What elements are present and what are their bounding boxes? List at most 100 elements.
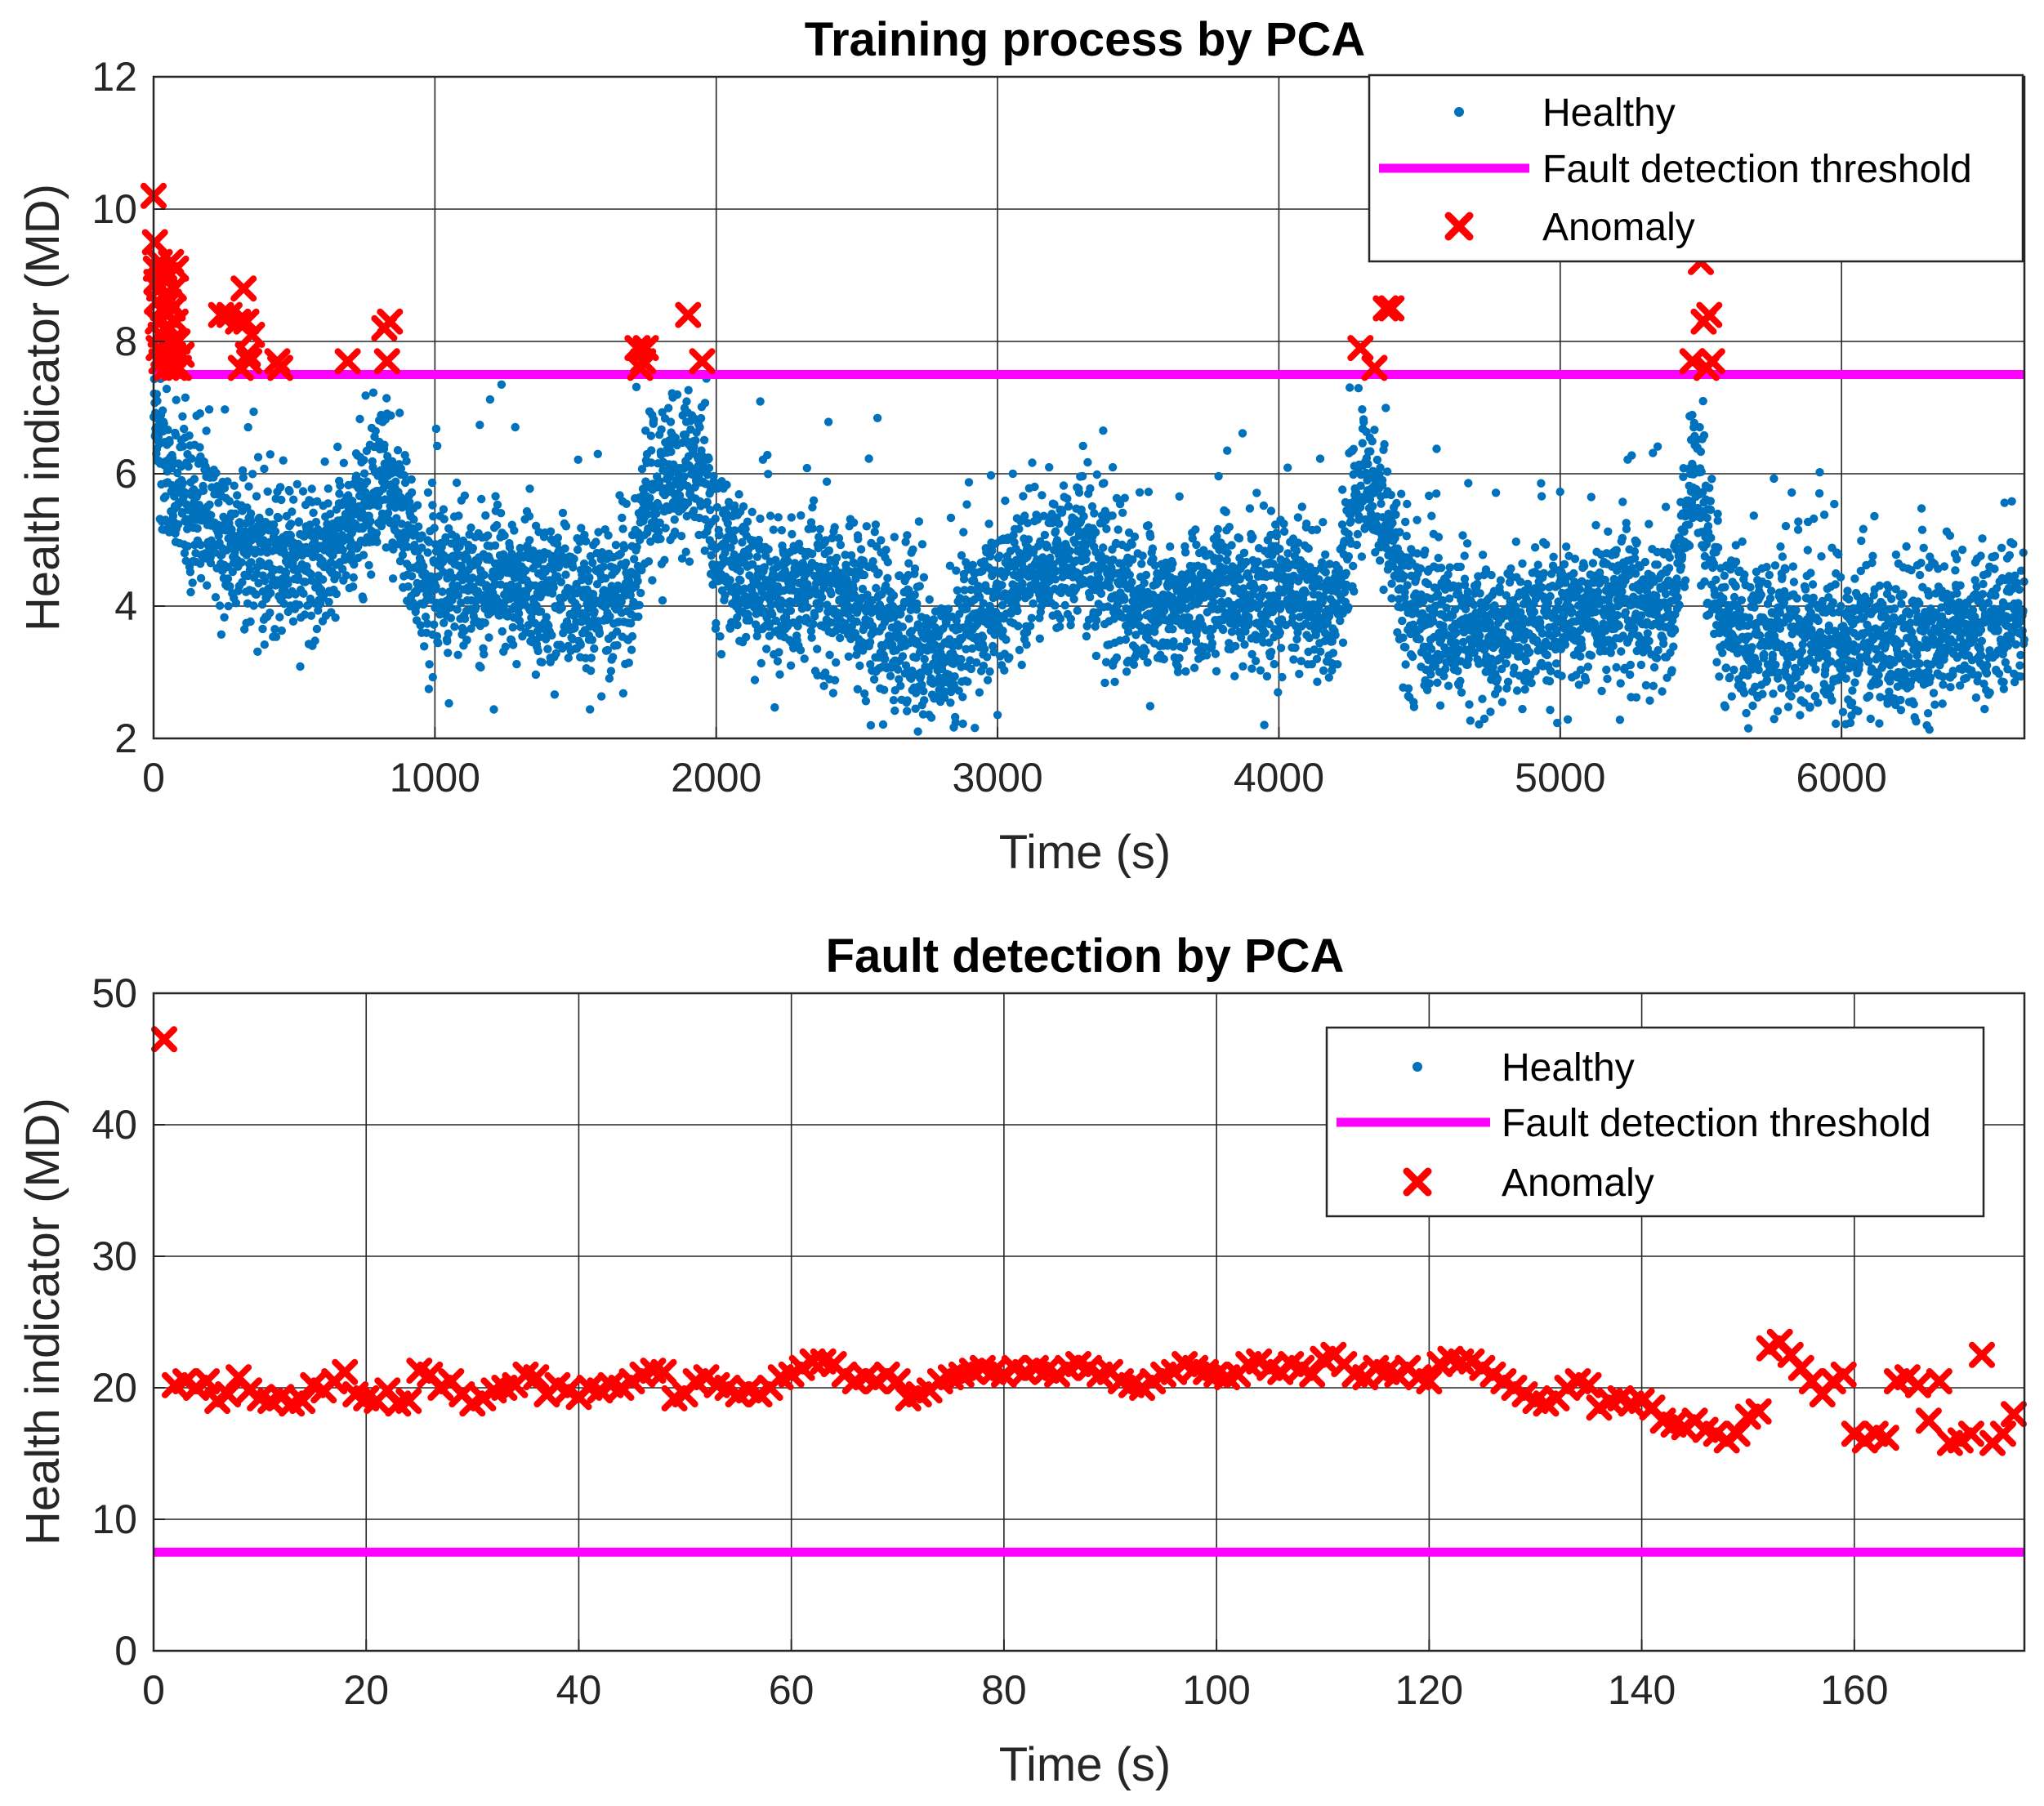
healthy-point: [1276, 644, 1286, 653]
healthy-point: [1401, 517, 1410, 527]
healthy-point: [925, 595, 935, 604]
healthy-point: [423, 488, 433, 497]
healthy-point: [372, 528, 382, 537]
healthy-point: [1319, 518, 1328, 527]
healthy-point: [591, 537, 600, 546]
healthy-point: [561, 522, 571, 531]
healthy-point: [292, 479, 301, 488]
healthy-point: [590, 607, 599, 616]
healthy-point: [569, 555, 578, 564]
healthy-point: [285, 487, 294, 496]
healthy-point: [855, 661, 864, 671]
healthy-point: [593, 449, 602, 458]
healthy-point: [288, 617, 298, 626]
healthy-point: [391, 477, 400, 486]
healthy-point: [281, 568, 291, 577]
healthy-point: [1108, 462, 1118, 472]
healthy-point: [388, 574, 398, 583]
healthy-point: [1051, 601, 1060, 610]
healthy-point: [1192, 540, 1201, 550]
healthy-point: [293, 572, 302, 581]
healthy-point: [910, 591, 920, 600]
healthy-point: [588, 558, 597, 568]
healthy-point: [1295, 669, 1304, 679]
healthy-point: [1486, 707, 1495, 716]
healthy-point: [1315, 454, 1325, 463]
healthy-point: [428, 501, 437, 510]
healthy-point: [903, 531, 912, 540]
healthy-point: [917, 671, 926, 680]
healthy-point: [787, 513, 796, 522]
healthy-point: [1250, 582, 1260, 591]
healthy-point: [199, 486, 208, 495]
healthy-point: [1359, 417, 1368, 426]
healthy-point: [682, 397, 691, 406]
healthy-point: [549, 583, 558, 592]
healthy-point: [1551, 659, 1561, 668]
healthy-point: [373, 537, 382, 546]
healthy-point: [289, 495, 298, 504]
healthy-point: [646, 431, 656, 440]
healthy-point: [391, 503, 400, 512]
healthy-point: [277, 626, 286, 635]
healthy-point: [618, 689, 628, 698]
healthy-point: [543, 644, 552, 653]
healthy-point: [220, 484, 230, 493]
healthy-point: [1555, 487, 1564, 497]
healthy-point: [173, 520, 183, 529]
healthy-point: [252, 492, 261, 501]
healthy-point: [1511, 537, 1521, 546]
healthy-point: [984, 520, 993, 528]
healthy-point: [510, 526, 519, 535]
healthy-point: [319, 591, 328, 600]
healthy-point: [180, 549, 190, 558]
healthy-point: [1086, 484, 1095, 493]
healthy-point: [1102, 524, 1111, 533]
healthy-point: [919, 573, 929, 582]
healthy-point: [368, 388, 378, 397]
healthy-point: [946, 698, 955, 707]
healthy-point: [1022, 640, 1031, 649]
healthy-point: [1169, 637, 1178, 646]
healthy-point: [1493, 674, 1502, 684]
healthy-point: [1247, 664, 1256, 673]
healthy-point: [258, 624, 267, 634]
healthy-point: [196, 573, 206, 583]
healthy-point: [1244, 613, 1253, 622]
healthy-point: [660, 555, 669, 564]
healthy-point: [1015, 524, 1024, 533]
healthy-point: [756, 397, 765, 406]
healthy-point: [597, 692, 606, 701]
healthy-point: [1182, 637, 1192, 646]
healthy-point: [1464, 479, 1473, 488]
healthy-point: [183, 542, 192, 551]
healthy-point: [815, 524, 824, 533]
healthy-point: [443, 636, 452, 646]
healthy-point: [835, 633, 845, 643]
healthy-point: [1209, 598, 1218, 607]
healthy-point: [1408, 652, 1417, 662]
healthy-point: [481, 511, 490, 520]
healthy-point: [178, 479, 187, 488]
healthy-point: [1456, 676, 1465, 685]
healthy-point: [558, 508, 568, 518]
healthy-point: [1457, 688, 1466, 697]
healthy-point: [1118, 508, 1127, 517]
healthy-point: [501, 642, 511, 651]
healthy-point: [769, 525, 778, 534]
healthy-point: [1401, 643, 1410, 652]
healthy-points: [150, 374, 2028, 736]
healthy-point: [661, 524, 670, 533]
healthy-point: [864, 454, 873, 463]
healthy-point: [1434, 533, 1444, 542]
healthy-point: [414, 522, 423, 531]
healthy-point: [490, 541, 500, 550]
healthy-point: [1045, 462, 1054, 472]
healthy-point: [173, 468, 182, 478]
healthy-point: [1002, 635, 1011, 644]
healthy-point: [586, 705, 595, 714]
healthy-point: [773, 657, 783, 666]
healthy-point: [454, 511, 463, 520]
healthy-point: [561, 570, 570, 579]
